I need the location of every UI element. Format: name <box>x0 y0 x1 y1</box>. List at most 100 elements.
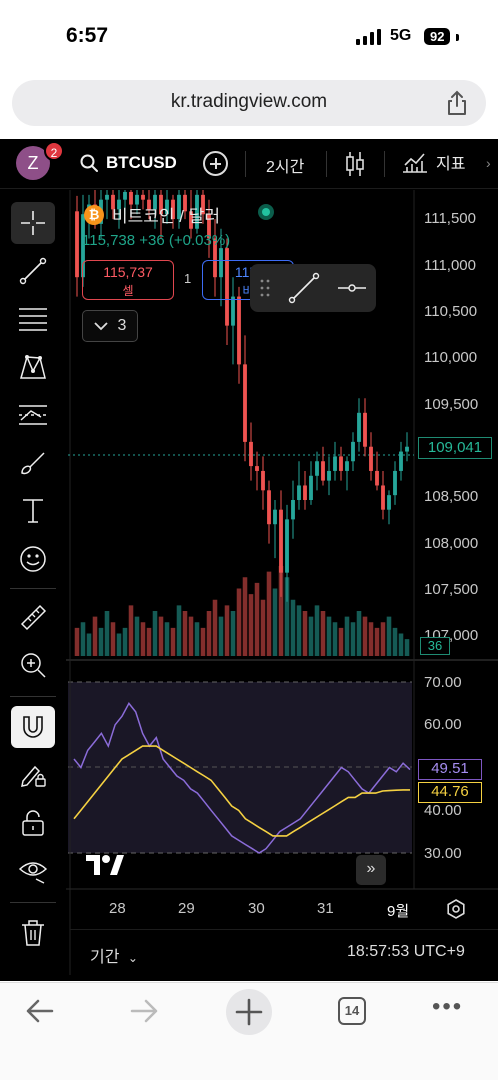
tool-divider <box>10 902 56 903</box>
plus-icon <box>235 998 263 1026</box>
lock-drawing-tool[interactable] <box>11 754 55 796</box>
url-text: kr.tradingview.com <box>170 91 328 112</box>
battery-icon <box>456 34 459 41</box>
address-bar[interactable]: kr.tradingview.com <box>12 80 486 126</box>
date-axis-label: 9월 <box>387 903 410 920</box>
crosshair-icon <box>21 211 45 235</box>
measure-tool[interactable] <box>11 596 55 638</box>
settings-gear-icon[interactable] <box>446 899 466 919</box>
rsi-axis-label: 40.00 <box>424 802 462 819</box>
zoom-in-icon <box>21 653 46 678</box>
date-axis-label: 29 <box>178 900 195 917</box>
forward-arrow-icon[interactable] <box>128 995 160 1027</box>
sell-label: 셀 <box>122 284 134 298</box>
zoom-tool[interactable] <box>11 644 55 686</box>
price-axis-label: 111,500 <box>424 210 476 227</box>
drag-handle-icon[interactable] <box>260 279 270 297</box>
trend-line-icon[interactable] <box>288 272 320 304</box>
indicators-label: 지표 <box>436 156 466 173</box>
symbol-name: BTCUSD <box>106 153 177 172</box>
projection-tool[interactable] <box>11 394 55 436</box>
price-axis-label: 107,500 <box>424 581 479 598</box>
lock-all-tool[interactable] <box>11 802 55 844</box>
chevron-right-icon[interactable]: › <box>486 155 491 171</box>
text-tool[interactable] <box>11 490 55 532</box>
scroll-to-realtime-button[interactable]: » <box>356 855 386 885</box>
share-icon[interactable] <box>446 90 468 116</box>
horizontal-ray-icon[interactable] <box>336 272 368 304</box>
date-axis-label: 30 <box>248 900 265 917</box>
pattern-icon <box>20 354 46 379</box>
price-axis-label: 110,000 <box>424 349 478 366</box>
tool-divider <box>10 696 56 697</box>
buy-label: 바 <box>242 284 254 298</box>
candle-type-icon[interactable] <box>344 151 366 177</box>
toolbar-divider <box>326 151 327 177</box>
delete-drawings-tool[interactable] <box>11 912 55 954</box>
timeframe-button[interactable]: 2시간 <box>266 159 305 176</box>
crosshair-tool[interactable] <box>11 202 55 244</box>
text-icon <box>23 499 43 523</box>
toolbar-divider <box>384 151 385 177</box>
sell-price: 115,737 <box>103 264 153 280</box>
new-tab-button[interactable] <box>226 989 272 1035</box>
price-axis-label: 110,500 <box>424 303 478 320</box>
network-type: 5G <box>390 27 412 44</box>
volume-tag: 36 <box>420 637 450 655</box>
fib-tool[interactable] <box>11 298 55 340</box>
rsi-axis-label: 70.00 <box>424 674 462 691</box>
pencil-lock-icon <box>21 765 46 787</box>
sell-button[interactable]: 115,737 셀 <box>82 260 174 300</box>
rsi-ma-value-tag: 44.76 <box>418 782 482 803</box>
hide-drawings-tool[interactable] <box>11 850 55 892</box>
last-price-tag: 109,041 <box>418 437 492 459</box>
emoji-tool[interactable] <box>11 538 55 580</box>
magnet-icon <box>23 716 43 738</box>
indicator-count: 3 <box>117 317 127 334</box>
drawing-toolbar <box>0 190 66 981</box>
ohlc-values: 115,738 +36 (+0.03%) <box>82 232 231 249</box>
trend-line-tool[interactable] <box>11 250 55 292</box>
period-label: 기간 <box>90 949 120 966</box>
tabs-button[interactable]: 14 <box>338 997 366 1025</box>
eye-icon <box>18 862 48 884</box>
indicators-icon <box>403 153 427 173</box>
forecast-icon <box>19 405 47 425</box>
trash-icon <box>22 920 44 946</box>
smiley-icon <box>20 546 46 572</box>
date-axis-label: 28 <box>109 900 126 917</box>
unlock-icon <box>22 810 44 836</box>
timezone-clock[interactable]: 18:57:53 UTC+9 <box>347 943 465 960</box>
fib-retracement-icon <box>19 308 47 331</box>
symbol-description[interactable]: 비트코인 / 달러 <box>112 207 221 226</box>
chevron-down-icon: ⌄ <box>127 951 138 965</box>
more-menu-icon[interactable]: ••• <box>432 993 464 1020</box>
chevron-down-icon <box>93 322 108 331</box>
chart-bottom-bar <box>70 929 498 975</box>
signal-icon <box>356 29 381 45</box>
back-arrow-icon[interactable] <box>24 995 56 1027</box>
top-toolbar: Z 2 BTCUSD 2시간 지표 › <box>0 139 498 189</box>
spread-value: 1 <box>184 271 192 286</box>
price-axis-label: 108,000 <box>424 535 479 552</box>
market-open-icon <box>258 204 274 220</box>
search-icon <box>80 154 98 172</box>
indicators-button[interactable]: 지표 <box>402 150 465 174</box>
period-selector[interactable]: 기간 ⌄ <box>90 943 138 967</box>
date-axis-label: 31 <box>317 900 334 917</box>
indicators-toggle[interactable]: 3 <box>82 310 138 342</box>
rsi-axis-label: 60.00 <box>424 716 462 733</box>
pattern-tool[interactable] <box>11 346 55 388</box>
browser-toolbar: 14 ••• <box>0 982 498 1080</box>
add-symbol-button[interactable] <box>203 151 228 176</box>
price-axis-label: 109,500 <box>424 396 479 413</box>
notification-badge: 2 <box>44 141 64 161</box>
price-axis-label: 111,000 <box>424 257 476 274</box>
magnet-tool[interactable] <box>11 706 55 748</box>
floating-drawing-toolbar <box>250 264 376 312</box>
status-bar: 6:57 5G 92 <box>0 0 498 72</box>
symbol-search[interactable]: BTCUSD <box>80 151 177 175</box>
price-axis-label: 108,500 <box>424 488 479 505</box>
brush-tool[interactable] <box>11 442 55 484</box>
bitcoin-icon: ₿ <box>84 205 104 225</box>
